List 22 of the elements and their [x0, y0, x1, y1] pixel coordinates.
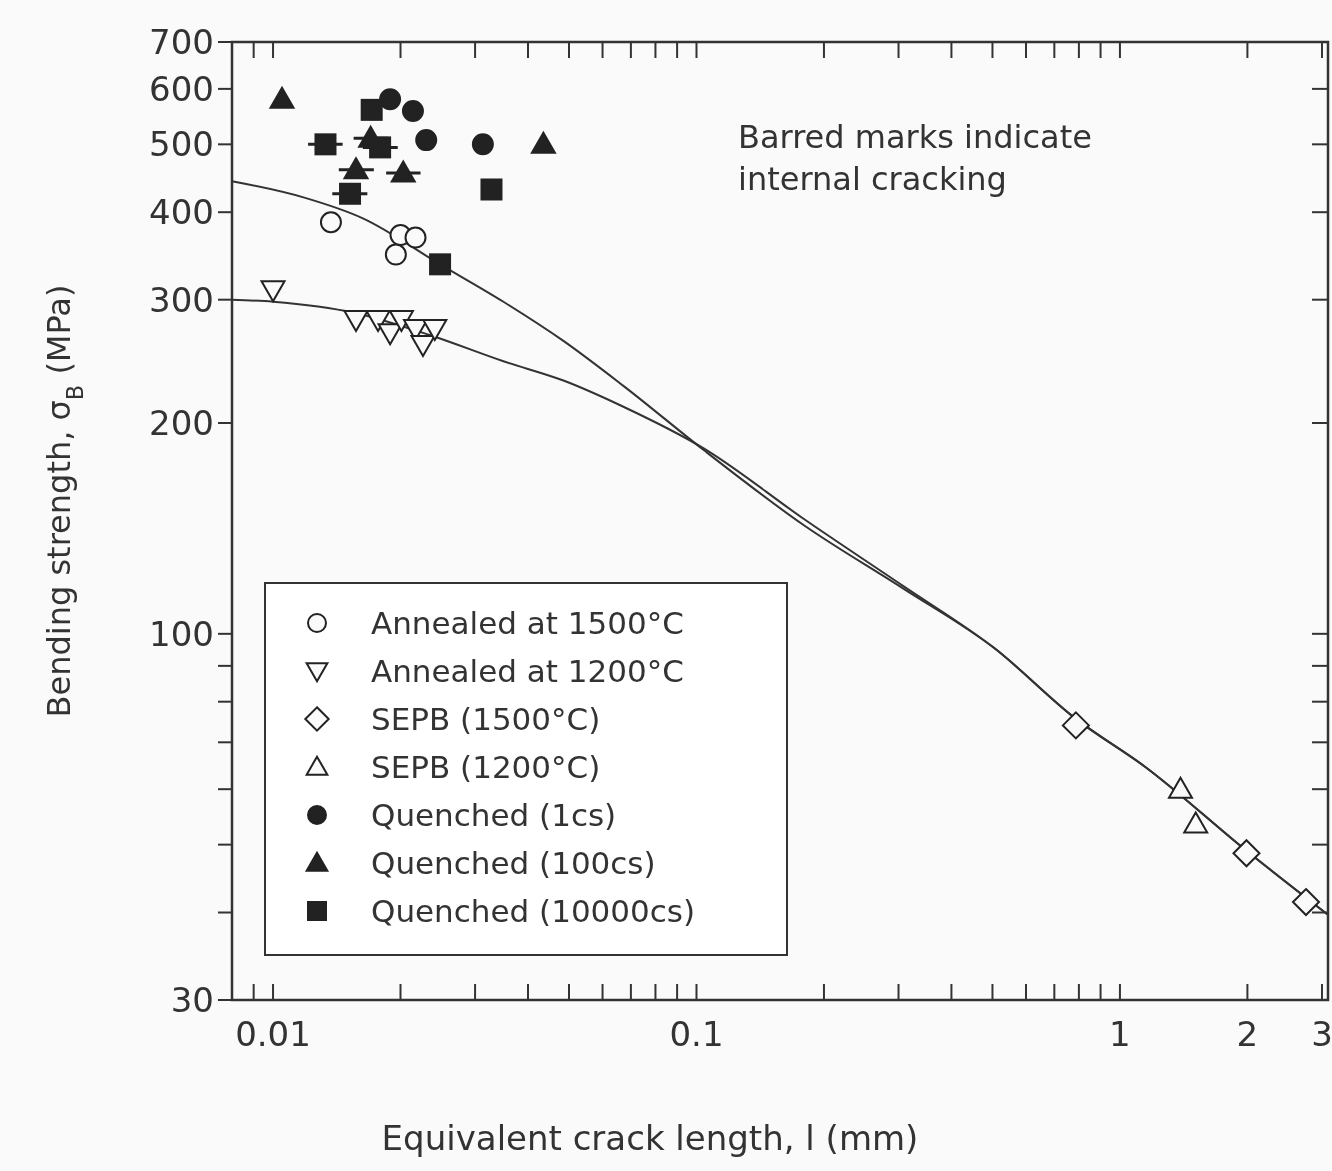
y-tick-label: 700	[149, 22, 214, 62]
legend-label: Annealed at 1200°C	[371, 653, 684, 689]
legend-label: Quenched (10000cs)	[371, 893, 696, 929]
legend-label: Quenched (1cs)	[371, 797, 617, 833]
legend-label: SEPB (1500°C)	[371, 701, 601, 737]
y-tick-label: 200	[149, 403, 214, 444]
x-tick-label: 2	[1236, 1014, 1259, 1054]
legend-label: Annealed at 1500°C	[371, 605, 684, 641]
y-tick-label: 500	[149, 124, 214, 165]
x-tick-label: 0.01	[235, 1014, 311, 1054]
x-tick-label: 0.1	[669, 1014, 724, 1054]
y-tick-label: 600	[149, 68, 214, 109]
x-tick-label: 1	[1109, 1014, 1131, 1054]
legend-label: Quenched (100cs)	[371, 845, 656, 881]
y-tick-label: 300	[149, 279, 214, 320]
y-tick-label: 30	[170, 980, 214, 1020]
y-tick-label: 100	[149, 613, 214, 654]
y-tick-label: 400	[149, 192, 214, 233]
x-axis-title: Equivalent crack length, l (mm)	[381, 1118, 919, 1158]
legend-label: SEPB (1200°C)	[371, 749, 601, 785]
annotation: Barred marks indicate internal cracking	[738, 118, 1092, 198]
x-tick-label: 3	[1311, 1014, 1332, 1054]
